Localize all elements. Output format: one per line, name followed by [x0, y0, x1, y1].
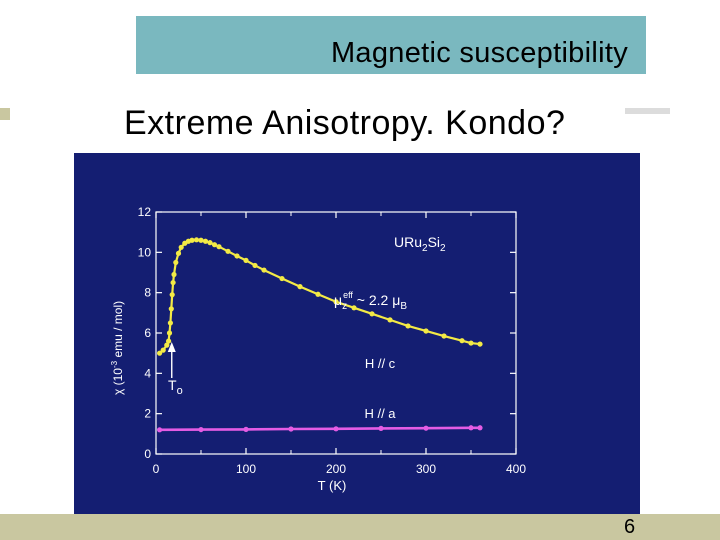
- data-point-h-c: [170, 279, 176, 286]
- y-tick-label: 4: [144, 366, 151, 380]
- data-point-h-c: [243, 257, 249, 263]
- data-point-h-c: [167, 320, 173, 326]
- mu-eff-label: μzeff ~ 2.2 μB: [334, 290, 407, 312]
- data-point-h-c: [169, 292, 175, 298]
- data-point-h-c: [333, 299, 339, 305]
- x-tick-label: 300: [416, 462, 436, 476]
- slide-subtitle: Extreme Anisotropy. Kondo?: [124, 104, 566, 142]
- data-point-h-c: [405, 323, 411, 329]
- data-point-h-c: [369, 311, 375, 317]
- data-point-h-c: [175, 250, 182, 256]
- x-tick-label: 200: [326, 462, 346, 476]
- data-point-h-c: [477, 341, 483, 347]
- page-number: 6: [624, 516, 636, 538]
- data-point-h-c: [166, 338, 172, 344]
- data-point-h-c: [202, 238, 209, 244]
- plot-frame: [155, 211, 517, 455]
- data-point-h-a: [333, 426, 339, 432]
- left-accent-bar: [0, 108, 10, 120]
- data-point-h-a: [198, 426, 204, 433]
- y-axis-label: χ (10-3 emu / mol): [110, 301, 125, 395]
- x-tick-label: 0: [153, 462, 160, 476]
- data-point-h-c: [173, 259, 179, 266]
- data-point-h-c: [423, 328, 429, 334]
- x-tick-label: 400: [506, 462, 526, 476]
- data-point-h-c: [178, 244, 184, 250]
- y-tick-label: 8: [144, 286, 151, 300]
- data-point-h-c: [459, 338, 465, 344]
- chart-axes: [155, 211, 517, 455]
- data-point-h-c: [193, 237, 200, 243]
- right-accent-bar: [625, 108, 670, 114]
- data-point-h-c: [387, 317, 393, 323]
- data-point-h-c: [171, 271, 177, 278]
- chart-ticks: 0 2 4 6 8 10 12 0 100 200 300 400: [138, 205, 527, 476]
- data-point-h-a: [477, 425, 483, 431]
- series-line-h-c: [158, 238, 482, 355]
- data-point-h-c: [234, 253, 240, 259]
- x-axis-label: T (K): [318, 478, 347, 493]
- data-point-h-c: [166, 330, 173, 336]
- data-point-h-c: [164, 342, 170, 348]
- series-label-h-c: H // c: [365, 356, 396, 371]
- chart-series: [157, 237, 483, 433]
- compound-label: URu2Si2: [394, 234, 446, 254]
- data-point-h-c: [261, 267, 267, 273]
- data-point-h-c: [207, 240, 213, 246]
- chart-annotations: T (K) χ (10-3 emu / mol) H // c H // a URu2S…: [110, 234, 446, 493]
- data-point-h-c: [297, 284, 303, 290]
- y-tick-label: 12: [138, 205, 152, 219]
- data-point-h-c: [157, 350, 163, 356]
- to-arrow-head: [167, 342, 176, 352]
- data-point-h-a: [288, 426, 294, 432]
- data-point-h-c: [225, 248, 231, 254]
- x-tick-label: 100: [236, 462, 256, 476]
- data-point-h-c: [198, 237, 204, 243]
- data-point-h-a: [468, 425, 474, 431]
- y-tick-label: 0: [144, 447, 151, 461]
- data-point-h-c: [252, 262, 258, 269]
- series-line-h-a: [158, 426, 482, 432]
- data-point-h-a: [378, 425, 384, 431]
- data-point-h-c: [160, 347, 166, 353]
- data-point-h-a: [157, 427, 163, 433]
- bottom-bar: [0, 514, 720, 540]
- data-point-h-a: [243, 426, 249, 432]
- data-point-h-c: [211, 242, 218, 248]
- to-label: To: [168, 377, 183, 397]
- y-tick-label: 10: [138, 245, 152, 259]
- data-point-h-c: [168, 306, 174, 312]
- data-point-h-c: [216, 244, 222, 250]
- data-point-h-c: [351, 305, 357, 311]
- y-tick-label: 6: [144, 326, 151, 340]
- slide-title: Magnetic susceptibility: [330, 37, 628, 69]
- data-point-h-c: [441, 333, 447, 339]
- data-point-h-c: [468, 340, 474, 346]
- series-label-h-a: H // a: [364, 406, 396, 421]
- data-point-h-c: [315, 291, 321, 297]
- data-point-h-a: [423, 425, 429, 431]
- y-tick-label: 2: [144, 407, 151, 421]
- data-point-h-c: [189, 237, 195, 243]
- data-point-h-c: [279, 275, 285, 282]
- title-box: Magnetic susceptibility: [136, 16, 646, 74]
